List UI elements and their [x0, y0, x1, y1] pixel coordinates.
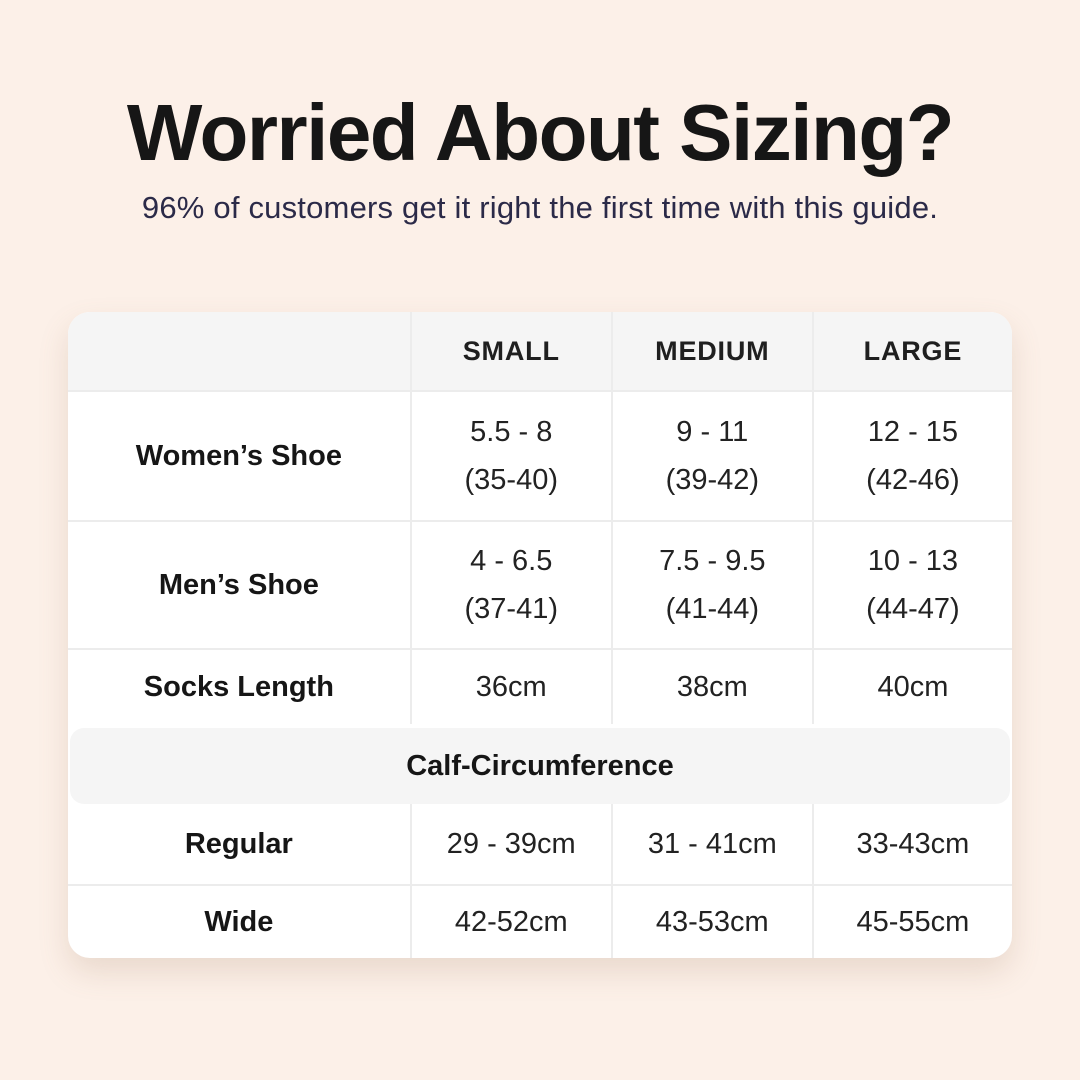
primary-value: 43-53cm [655, 905, 769, 938]
primary-value: 45-55cm [856, 905, 970, 938]
cell-womens-large: 12 - 15 (42-46) [811, 392, 1012, 520]
row-label: Socks Length [143, 670, 334, 703]
cell-mens-large: 10 - 13 (44-47) [811, 522, 1012, 648]
header-cell-blank [68, 312, 410, 390]
secondary-value: (44-47) [866, 592, 960, 625]
primary-value: 36cm [475, 670, 547, 703]
primary-value: 10 - 13 [867, 544, 959, 577]
row-label: Regular [184, 827, 293, 860]
secondary-value: (42-46) [866, 463, 960, 496]
row-label: Women’s Shoe [135, 439, 342, 472]
cell-socks-small: 36cm [409, 650, 611, 724]
primary-value: 40cm [877, 670, 949, 703]
primary-value: 42-52cm [454, 905, 568, 938]
row-label: Men’s Shoe [158, 568, 319, 601]
cell-regular-small: 29 - 39cm [409, 804, 611, 884]
cell-regular-large: 33-43cm [811, 804, 1012, 884]
secondary-value: (41-44) [665, 592, 760, 625]
page-title: Worried About Sizing? [126, 88, 955, 177]
primary-value: 29 - 39cm [446, 827, 576, 860]
page-subtitle: 96% of customers get it right the first … [141, 189, 939, 225]
cell-mens-medium: 7.5 - 9.5 (41-44) [610, 522, 812, 648]
section-header-calf-circumference: Calf-Circumference [70, 728, 1010, 804]
primary-value: 5.5 - 8 [470, 415, 553, 448]
row-mens-shoe: Men’s Shoe 4 - 6.5 (37-41) 7.5 - 9.5 (41… [68, 520, 1012, 648]
primary-value: 9 - 11 [676, 415, 749, 448]
header-cell-small: SMALL [409, 312, 611, 390]
secondary-value: (39-42) [665, 463, 760, 496]
cell-socks-medium: 38cm [610, 650, 812, 724]
cell-socks-large: 40cm [811, 650, 1012, 724]
primary-value: 33-43cm [856, 827, 970, 860]
header-cell-large: LARGE [811, 312, 1012, 390]
row-regular: Regular 29 - 39cm 31 - 41cm 33-43cm [68, 804, 1012, 884]
cell-womens-small: 5.5 - 8 (35-40) [409, 392, 611, 520]
primary-value: 7.5 - 9.5 [659, 544, 766, 577]
row-socks-length: Socks Length 36cm 38cm 40cm [68, 648, 1012, 724]
table-header-row: SMALL MEDIUM LARGE [68, 312, 1012, 390]
cell-regular-medium: 31 - 41cm [610, 804, 812, 884]
row-wide: Wide 42-52cm 43-53cm 45-55cm [68, 884, 1012, 958]
cell-wide-small: 42-52cm [409, 886, 611, 958]
size-chart-card: SMALL MEDIUM LARGE Women’s Shoe 5.5 - 8 … [68, 312, 1012, 958]
secondary-value: (35-40) [464, 463, 559, 496]
cell-womens-medium: 9 - 11 (39-42) [610, 392, 812, 520]
row-womens-shoe: Women’s Shoe 5.5 - 8 (35-40) 9 - 11 (39-… [68, 390, 1012, 520]
secondary-value: (37-41) [464, 592, 559, 625]
primary-value: 4 - 6.5 [470, 544, 553, 577]
cell-wide-large: 45-55cm [811, 886, 1012, 958]
header-cell-medium: MEDIUM [610, 312, 812, 390]
primary-value: 38cm [676, 670, 748, 703]
cell-wide-medium: 43-53cm [610, 886, 812, 958]
row-label: Wide [204, 905, 274, 938]
primary-value: 12 - 15 [867, 415, 959, 448]
cell-mens-small: 4 - 6.5 (37-41) [409, 522, 611, 648]
primary-value: 31 - 41cm [647, 827, 777, 860]
